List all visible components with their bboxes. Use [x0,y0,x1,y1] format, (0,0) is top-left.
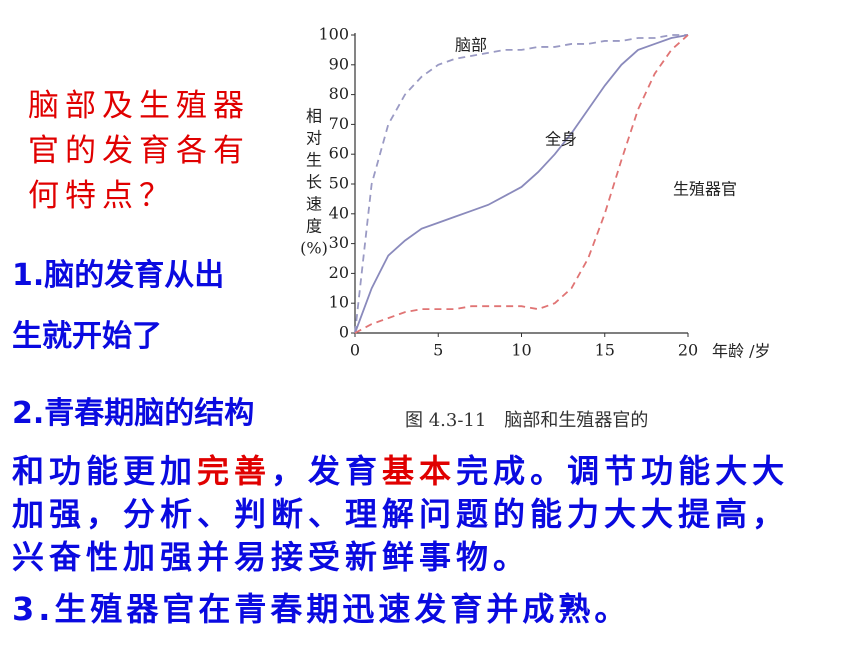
point-line: 2.青春期脑的结构 [12,396,255,431]
y-tick-label: 40 [329,203,349,222]
x-tick-label: 5 [433,341,443,360]
y-axis-label: 相 [306,107,322,126]
x-tick-label: 10 [511,341,531,360]
text-run: 和功能更加 [12,452,198,490]
y-axis-label: 对 [306,129,322,148]
y-axis-label: 生 [306,151,322,170]
text-run: 基本 [382,452,457,490]
question-line: 脑部及生殖器 [28,88,250,124]
text-run: ，发育 [271,452,383,490]
point-line: 3.生殖器官在青春期迅速发育并成熟。 [12,590,631,628]
y-axis-label: 速 [306,195,322,214]
y-tick-label: 20 [329,263,349,282]
x-tick-label: 15 [595,341,615,360]
point-line: 生就开始了 [12,319,162,354]
series-label: 脑部 [455,36,487,55]
y-tick-label: 70 [329,114,349,133]
y-tick-label: 0 [339,323,349,342]
y-axis-label: (%) [300,239,328,258]
y-tick-label: 90 [329,54,349,73]
y-tick-label: 50 [329,174,349,193]
y-axis-label: 度 [306,217,322,236]
question-line: 何特点？ [28,178,176,214]
y-tick-label: 80 [329,84,349,103]
series-line [354,34,688,334]
series-label: 全身 [545,130,577,149]
y-tick-label: 100 [318,25,349,44]
x-axis-label: 年龄 /岁 [712,342,770,361]
series-line [354,34,689,334]
chart-caption: 图 4.3-11 脑部和生殖器官的 [405,409,648,431]
paragraph: 和功能更加完善，发育基本完成。调节功能大大加强，分析、判断、理解问题的能力大大提… [12,450,812,579]
question-line: 官的发育各有 [28,133,250,169]
x-tick-label: 20 [678,341,698,360]
y-tick-label: 60 [329,144,349,163]
y-tick-label: 30 [329,233,349,252]
point-line: 1.脑的发育从出 [12,258,225,293]
x-tick-label: 0 [350,341,360,360]
series-label: 生殖器官 [673,180,737,199]
series-line [354,34,689,334]
y-axis-label: 长 [306,173,322,192]
text-run: 完善 [197,452,272,490]
y-tick-label: 10 [329,293,349,312]
text-run: 完成。调节功能大大加强，分析、判断、理解问题的能力大大提高，兴奋性加强并易接受新… [12,452,790,576]
